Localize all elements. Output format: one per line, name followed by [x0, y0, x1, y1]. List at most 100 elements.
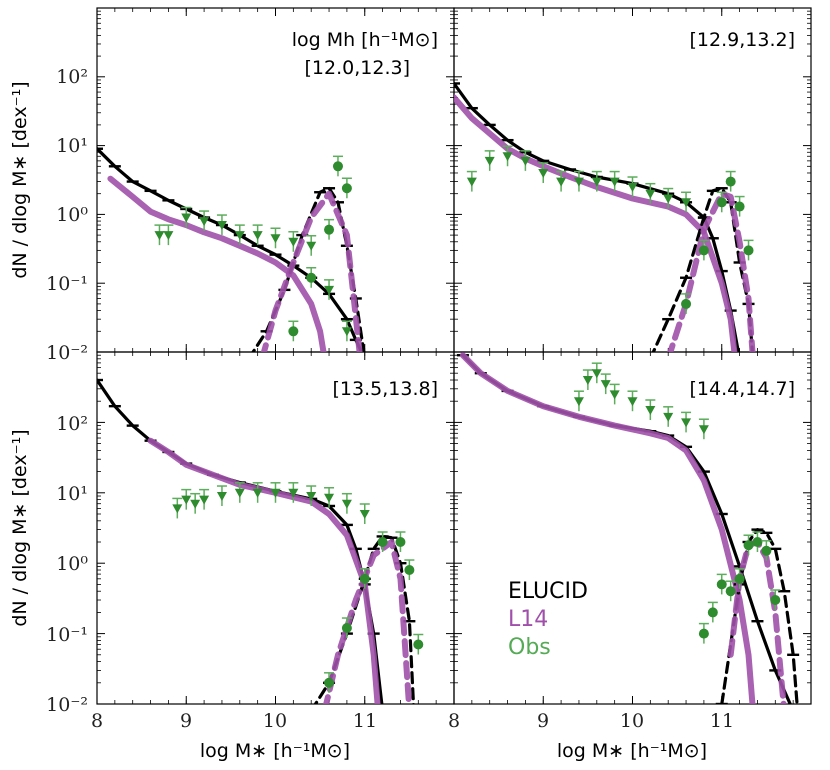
ytick-tl-2: 10⁰ — [56, 204, 88, 226]
legend-elucid: ELUCID — [508, 579, 588, 604]
ytick-tl-0: 10⁻² — [46, 342, 88, 364]
obs-satellite-point-bottom-left-3 — [199, 495, 210, 505]
obs-satellite-point-top-right-12 — [681, 198, 692, 208]
obs-satellite-point-top-right-5 — [556, 177, 567, 187]
xtick-bl-1: 9 — [180, 710, 192, 732]
panel-frame-bottom-left — [96, 351, 455, 705]
obs-satellite-point-bottom-right-2 — [591, 369, 602, 379]
xtick-bl-3: 11 — [353, 710, 377, 732]
obs-satellite-point-top-right-8 — [609, 177, 620, 187]
axis-ticks — [96, 8, 812, 705]
obs-satellite-point-bottom-right-1 — [582, 376, 593, 386]
series-elucid-all-bottom-left — [97, 378, 384, 704]
obs-central-point-bottom-right-7 — [761, 545, 772, 556]
obs-satellite-point-bottom-left-0 — [172, 504, 183, 514]
xtick-bl-2: 10 — [263, 710, 287, 732]
obs-satellite-point-top-right-4 — [538, 168, 549, 178]
obs-satellite-point-bottom-right-9 — [698, 425, 709, 435]
ylabel-top: dN / dlog M∗ [dex⁻¹] — [9, 81, 31, 278]
obs-satellite-point-bottom-left-6 — [252, 488, 263, 498]
obs-satellite-point-top-left-10 — [324, 285, 335, 295]
panel-label-top-left: [12.0,12.3] — [305, 57, 410, 79]
obs-central-point-bottom-right-4 — [734, 573, 745, 584]
obs-satellite-point-top-right-2 — [502, 152, 513, 162]
obs-satellite-point-bottom-right-3 — [600, 380, 611, 390]
obs-satellite-point-bottom-left-9 — [306, 492, 317, 502]
series-elucid-all-top-left — [97, 147, 364, 352]
obs-central-point-top-right-1 — [698, 245, 709, 256]
obs-satellite-point-bottom-left-5 — [234, 488, 245, 498]
obs-central-point-bottom-right-2 — [716, 579, 727, 590]
obs-central-point-bottom-left-6 — [413, 639, 424, 650]
xtick-bl-0: 8 — [91, 710, 103, 732]
obs-satellite-point-top-right-1 — [484, 156, 495, 166]
obs-satellite-point-bottom-right-7 — [663, 412, 674, 422]
obs-satellite-point-bottom-right-8 — [681, 418, 692, 428]
panel-data-top-right — [454, 81, 756, 352]
obs-central-point-bottom-left-5 — [404, 565, 415, 576]
obs-satellite-point-bottom-right-0 — [573, 397, 584, 407]
obs-central-point-bottom-right-8 — [770, 595, 781, 606]
ytick-bl-2: 10⁰ — [56, 553, 88, 575]
obs-satellite-point-top-left-2 — [181, 213, 192, 223]
y-tick-labels: 10⁻² 10⁻¹ 10⁰ 10¹ 10² 10⁻² 10⁻¹ 10⁰ 10¹ … — [46, 66, 88, 716]
xtick-br-2: 10 — [620, 710, 644, 732]
obs-satellite-point-top-left-9 — [306, 241, 317, 251]
obs-satellite-point-top-left-5 — [234, 231, 245, 241]
obs-central-point-bottom-left-2 — [359, 573, 370, 584]
obs-satellite-point-top-right-3 — [520, 156, 531, 166]
obs-central-point-top-right-2 — [716, 197, 727, 208]
obs-central-point-bottom-right-6 — [752, 537, 763, 548]
obs-satellite-point-top-left-3 — [199, 217, 210, 227]
xtick-br-0: 8 — [448, 710, 460, 732]
obs-central-point-bottom-left-0 — [324, 677, 335, 688]
obs-central-point-top-left-0 — [288, 326, 299, 337]
obs-central-point-bottom-left-1 — [341, 623, 352, 634]
header-mass-label: log Mh [h⁻¹M⊙] — [292, 29, 438, 51]
panel-data-bottom-right — [456, 352, 800, 704]
obs-satellite-point-top-right-11 — [663, 194, 674, 204]
obs-central-point-bottom-right-5 — [743, 540, 754, 551]
ytick-tl-4: 10² — [56, 66, 88, 88]
series-l14-central-top-right — [667, 190, 756, 352]
ytick-bl-0: 10⁻² — [46, 694, 88, 716]
obs-satellite-point-top-left-7 — [270, 234, 281, 244]
legend-l14: L14 — [508, 607, 548, 632]
panel-data-bottom-left — [97, 378, 424, 704]
obs-central-point-bottom-right-0 — [698, 628, 709, 639]
obs-satellite-point-bottom-left-4 — [216, 492, 227, 502]
series-l14-central-top-left — [260, 190, 363, 352]
obs-satellite-point-bottom-right-6 — [645, 406, 656, 416]
legend: ELUCID L14 Obs — [508, 579, 588, 660]
obs-satellite-point-top-left-11 — [341, 327, 352, 337]
obs-satellite-point-bottom-right-5 — [627, 397, 638, 407]
obs-satellite-point-bottom-left-10 — [324, 493, 335, 503]
obs-satellite-point-top-right-10 — [645, 189, 656, 199]
series-l14-central-bottom-left — [323, 539, 412, 704]
obs-satellite-point-top-left-1 — [163, 231, 174, 241]
obs-central-point-top-right-4 — [734, 201, 745, 212]
obs-satellite-point-top-left-6 — [252, 231, 263, 241]
obs-satellite-point-top-right-9 — [627, 183, 638, 193]
obs-central-point-bottom-left-4 — [395, 537, 406, 548]
obs-satellite-point-top-right-0 — [466, 177, 477, 187]
obs-central-point-top-left-3 — [332, 161, 343, 172]
obs-satellite-point-top-left-8 — [288, 237, 299, 247]
obs-central-point-top-right-3 — [725, 176, 736, 187]
obs-satellite-point-bottom-left-2 — [190, 499, 201, 509]
obs-satellite-point-bottom-left-11 — [341, 499, 352, 509]
x-tick-labels: 8 9 10 11 8 9 10 11 — [91, 710, 734, 732]
obs-satellite-point-top-right-7 — [591, 177, 602, 187]
ytick-tl-3: 10¹ — [56, 135, 88, 157]
panel-label-bottom-right: [14.4,14.7] — [690, 378, 795, 400]
series-l14-all-bottom-right — [459, 352, 756, 704]
obs-satellite-point-top-left-0 — [154, 231, 165, 241]
obs-central-point-top-left-1 — [306, 272, 317, 283]
legend-obs: Obs — [508, 635, 551, 660]
obs-central-point-top-left-4 — [341, 183, 352, 194]
series-l14-all-bottom-left — [147, 437, 381, 704]
ylabel-bottom: dN / dlog M∗ [dex⁻¹] — [9, 429, 31, 626]
ytick-bl-1: 10⁻¹ — [46, 624, 88, 646]
panel-label-top-right: [12.9,13.2] — [690, 29, 795, 51]
